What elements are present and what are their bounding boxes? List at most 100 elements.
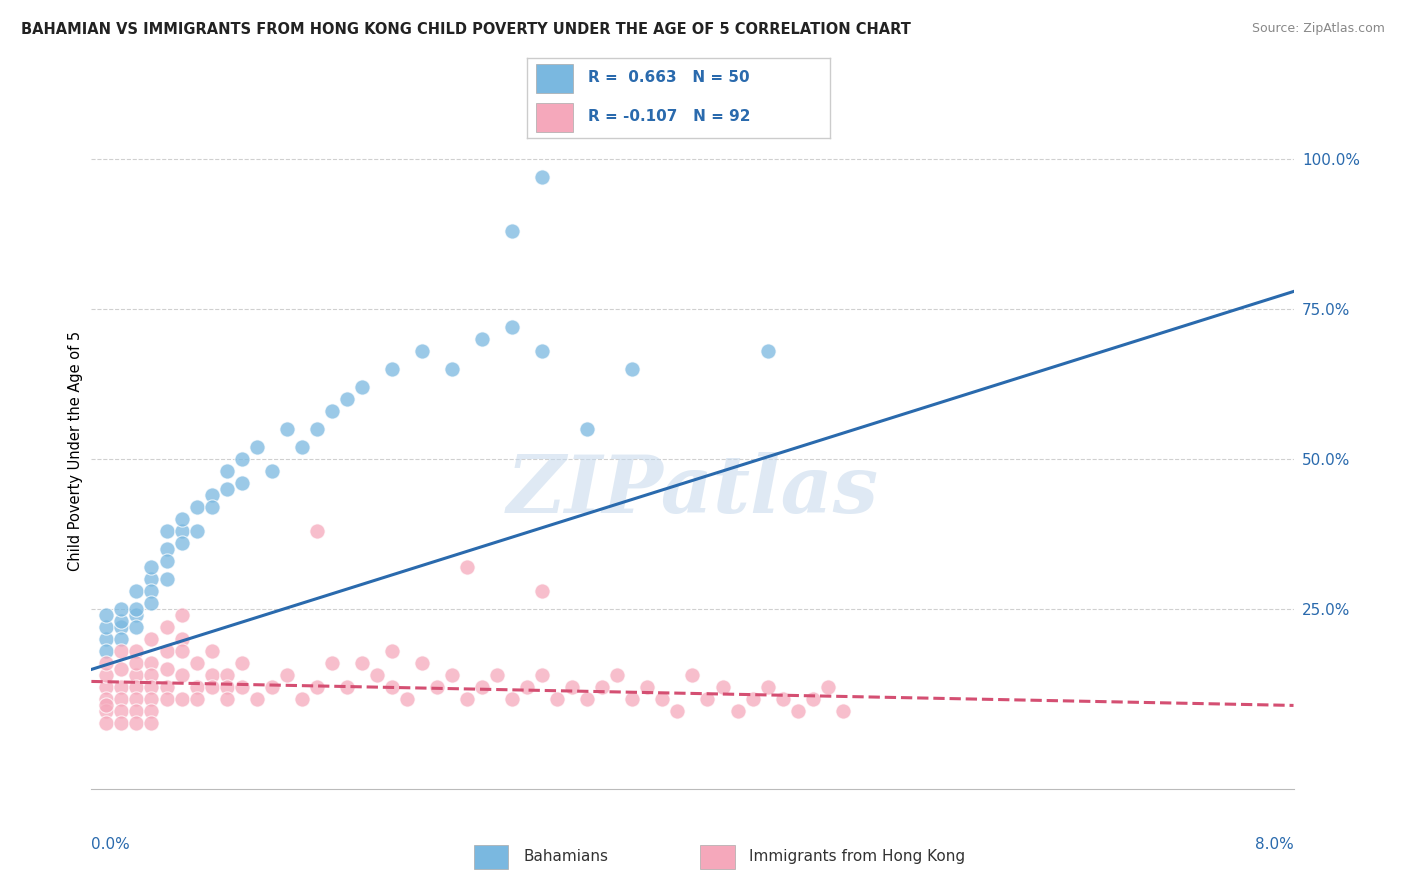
Point xyxy=(155,681,177,695)
Point xyxy=(576,422,599,436)
Point xyxy=(170,536,193,550)
Point xyxy=(110,705,132,719)
Point xyxy=(96,608,118,623)
Point xyxy=(756,681,779,695)
Text: R = -0.107   N = 92: R = -0.107 N = 92 xyxy=(588,109,751,124)
Point xyxy=(666,705,689,719)
Point xyxy=(651,692,673,706)
Point xyxy=(276,422,298,436)
Point xyxy=(96,644,118,658)
Point xyxy=(366,668,388,682)
Point xyxy=(381,644,404,658)
Point xyxy=(141,584,163,599)
Point xyxy=(831,705,853,719)
Point xyxy=(395,692,418,706)
Point xyxy=(125,584,148,599)
Point xyxy=(471,333,494,347)
Point xyxy=(110,716,132,731)
Point xyxy=(125,668,148,682)
Point xyxy=(170,644,193,658)
Point xyxy=(381,362,404,376)
Point xyxy=(321,657,343,671)
Point xyxy=(516,681,538,695)
Point xyxy=(711,681,734,695)
Point xyxy=(561,681,583,695)
Point xyxy=(155,524,177,539)
Point xyxy=(756,344,779,359)
Point xyxy=(170,524,193,539)
Y-axis label: Child Poverty Under the Age of 5: Child Poverty Under the Age of 5 xyxy=(67,330,83,571)
Point xyxy=(501,692,523,706)
Point xyxy=(186,524,208,539)
Point xyxy=(186,657,208,671)
Point xyxy=(125,657,148,671)
Point xyxy=(125,644,148,658)
Point xyxy=(727,705,749,719)
Point xyxy=(125,716,148,731)
Point xyxy=(186,681,208,695)
Point xyxy=(786,705,808,719)
Point xyxy=(411,344,433,359)
Point xyxy=(125,602,148,616)
Point xyxy=(215,692,238,706)
Point xyxy=(440,362,463,376)
Point xyxy=(231,452,253,467)
Point xyxy=(141,705,163,719)
Point xyxy=(576,692,599,706)
FancyBboxPatch shape xyxy=(474,845,509,869)
Point xyxy=(201,500,224,515)
Point xyxy=(817,681,839,695)
Point xyxy=(456,692,478,706)
Point xyxy=(426,681,449,695)
Point xyxy=(440,668,463,682)
Text: Source: ZipAtlas.com: Source: ZipAtlas.com xyxy=(1251,22,1385,36)
Point xyxy=(456,560,478,574)
Point xyxy=(215,681,238,695)
Point xyxy=(96,698,118,713)
Text: Immigrants from Hong Kong: Immigrants from Hong Kong xyxy=(749,849,966,864)
Text: ZIPatlas: ZIPatlas xyxy=(506,452,879,530)
FancyBboxPatch shape xyxy=(700,845,734,869)
Point xyxy=(110,620,132,634)
Point xyxy=(110,681,132,695)
Point xyxy=(215,465,238,479)
Point xyxy=(321,404,343,418)
Point xyxy=(96,620,118,634)
Point xyxy=(591,681,613,695)
Point xyxy=(696,692,718,706)
Point xyxy=(170,692,193,706)
Point xyxy=(291,692,314,706)
Point xyxy=(215,668,238,682)
Point xyxy=(531,344,554,359)
Point xyxy=(186,500,208,515)
Point xyxy=(141,632,163,647)
Point xyxy=(125,608,148,623)
Point xyxy=(96,681,118,695)
Point xyxy=(155,554,177,568)
Point xyxy=(110,644,132,658)
Point xyxy=(170,608,193,623)
Point xyxy=(531,584,554,599)
Point xyxy=(350,657,373,671)
Point xyxy=(141,560,163,574)
Point xyxy=(96,705,118,719)
Point xyxy=(125,681,148,695)
Point xyxy=(186,692,208,706)
Point xyxy=(125,620,148,634)
Point xyxy=(546,692,568,706)
Point xyxy=(155,644,177,658)
Point xyxy=(231,657,253,671)
Point xyxy=(110,615,132,629)
Point xyxy=(141,692,163,706)
Point xyxy=(501,225,523,239)
Point xyxy=(246,441,269,455)
Text: BAHAMIAN VS IMMIGRANTS FROM HONG KONG CHILD POVERTY UNDER THE AGE OF 5 CORRELATI: BAHAMIAN VS IMMIGRANTS FROM HONG KONG CH… xyxy=(21,22,911,37)
Point xyxy=(215,483,238,497)
Point xyxy=(336,681,359,695)
Point xyxy=(170,512,193,526)
Point xyxy=(125,705,148,719)
Point xyxy=(141,657,163,671)
Point xyxy=(155,542,177,557)
Point xyxy=(125,692,148,706)
Point xyxy=(606,668,628,682)
